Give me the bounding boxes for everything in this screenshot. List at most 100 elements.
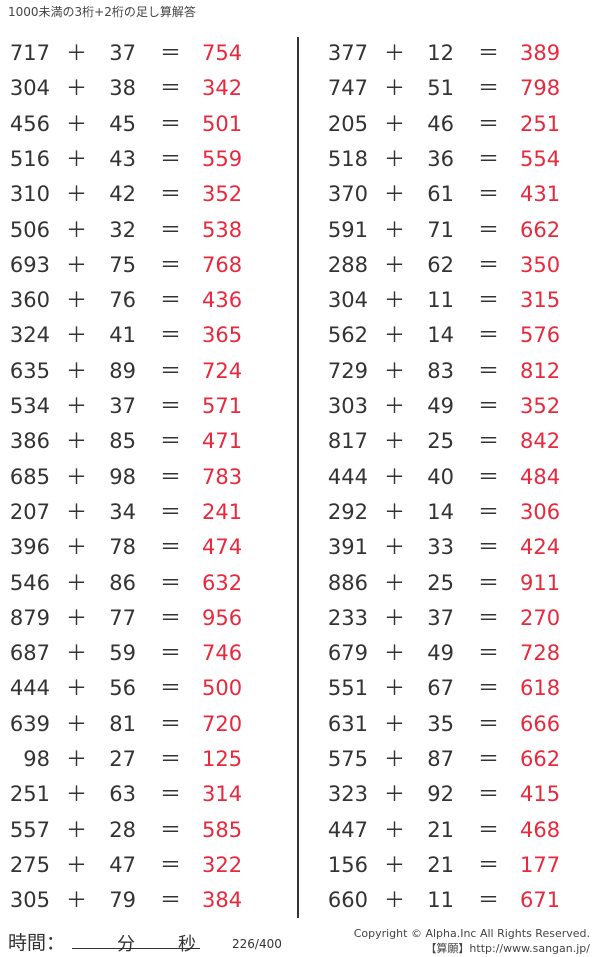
answer: 424 xyxy=(520,535,561,560)
operand-a: 391 xyxy=(327,535,368,560)
equals-sign: ＝ xyxy=(160,76,181,101)
operand-a: 156 xyxy=(327,852,368,877)
operand-a: 324 xyxy=(9,323,50,348)
operand-b: 35 xyxy=(427,711,454,736)
plus-sign: ＋ xyxy=(384,499,405,524)
operand-b: 38 xyxy=(109,76,136,101)
equals-sign: ＝ xyxy=(478,852,499,877)
answer: 384 xyxy=(202,888,243,913)
answer: 468 xyxy=(520,817,561,842)
answer: 241 xyxy=(202,499,243,524)
operand-a: 879 xyxy=(9,605,50,630)
operand-a: 518 xyxy=(327,146,368,171)
operand-b: 14 xyxy=(427,499,454,524)
answer: 315 xyxy=(520,288,561,313)
equals-sign: ＝ xyxy=(160,535,181,560)
plus-sign: ＋ xyxy=(384,852,405,877)
operand-a: 717 xyxy=(9,41,50,65)
copyright: Copyright © Alpha.Inc All Rights Reserve… xyxy=(354,926,590,956)
time-label: 時間： xyxy=(8,932,66,954)
equals-sign: ＝ xyxy=(478,358,499,383)
answer: 585 xyxy=(202,817,243,842)
equals-sign: ＝ xyxy=(478,111,499,136)
plus-sign: ＋ xyxy=(66,358,87,383)
plus-sign: ＋ xyxy=(66,711,87,736)
operand-a: 303 xyxy=(327,394,368,418)
plus-sign: ＋ xyxy=(66,111,87,136)
plus-sign: ＋ xyxy=(384,464,405,489)
operand-b: 12 xyxy=(427,41,454,65)
equals-sign: ＝ xyxy=(478,146,499,171)
answer: 177 xyxy=(520,852,561,877)
answer: 125 xyxy=(202,747,243,771)
plus-sign: ＋ xyxy=(384,711,405,736)
plus-sign: ＋ xyxy=(384,782,405,807)
plus-sign: ＋ xyxy=(66,429,87,454)
operand-b: 87 xyxy=(427,747,454,771)
equals-sign: ＝ xyxy=(160,146,181,171)
equals-sign: ＝ xyxy=(478,747,499,771)
equals-sign: ＝ xyxy=(160,41,181,65)
answer: 270 xyxy=(520,605,561,630)
operand-a: 98 xyxy=(23,747,50,771)
operand-b: 32 xyxy=(109,217,136,242)
equals-sign: ＝ xyxy=(478,323,499,348)
operand-b: 21 xyxy=(427,817,454,842)
plus-sign: ＋ xyxy=(384,217,405,242)
operand-b: 11 xyxy=(427,288,454,313)
plus-sign: ＋ xyxy=(66,817,87,842)
equals-sign: ＝ xyxy=(160,499,181,524)
equals-sign: ＝ xyxy=(478,429,499,454)
operand-b: 85 xyxy=(109,429,136,454)
operand-b: 83 xyxy=(427,358,454,383)
operand-a: 534 xyxy=(9,394,50,418)
operand-b: 67 xyxy=(427,676,454,701)
operand-a: 551 xyxy=(327,676,368,701)
operand-a: 444 xyxy=(327,464,368,489)
operand-a: 687 xyxy=(9,641,50,666)
answer: 662 xyxy=(520,747,561,771)
operand-a: 516 xyxy=(9,146,50,171)
answer: 812 xyxy=(520,358,561,383)
answer: 314 xyxy=(202,782,243,807)
operand-b: 11 xyxy=(427,888,454,913)
answer: 342 xyxy=(202,76,243,101)
operand-b: 56 xyxy=(109,676,136,701)
answer: 671 xyxy=(520,888,561,913)
page-title: 1000未満の3桁+2桁の足し算解答 xyxy=(8,5,196,19)
plus-sign: ＋ xyxy=(384,146,405,171)
answer: 768 xyxy=(202,252,243,277)
answer: 720 xyxy=(202,711,243,736)
operand-b: 81 xyxy=(109,711,136,736)
equals-sign: ＝ xyxy=(160,817,181,842)
operand-b: 62 xyxy=(427,252,454,277)
answer: 352 xyxy=(520,394,561,418)
minutes-label: 分 xyxy=(117,934,135,955)
operand-a: 447 xyxy=(327,817,368,842)
operand-b: 76 xyxy=(109,288,136,313)
equals-sign: ＝ xyxy=(478,676,499,701)
operand-a: 323 xyxy=(327,782,368,807)
equals-sign: ＝ xyxy=(160,288,181,313)
answer: 251 xyxy=(520,111,561,136)
plus-sign: ＋ xyxy=(66,182,87,207)
equals-sign: ＝ xyxy=(160,429,181,454)
answer: 471 xyxy=(202,429,243,454)
equals-sign: ＝ xyxy=(478,570,499,595)
operand-b: 37 xyxy=(109,394,136,418)
operand-b: 75 xyxy=(109,252,136,277)
plus-sign: ＋ xyxy=(384,288,405,313)
operand-b: 21 xyxy=(427,852,454,877)
plus-sign: ＋ xyxy=(66,252,87,277)
plus-sign: ＋ xyxy=(66,641,87,666)
answer: 559 xyxy=(202,146,243,171)
operand-a: 444 xyxy=(9,676,50,701)
operand-a: 729 xyxy=(327,358,368,383)
plus-sign: ＋ xyxy=(384,676,405,701)
equals-sign: ＝ xyxy=(160,888,181,913)
answer: 322 xyxy=(202,852,243,877)
operand-b: 47 xyxy=(109,852,136,877)
copyright-text: Copyright © Alpha.Inc All Rights Reserve… xyxy=(353,927,590,940)
operand-a: 679 xyxy=(327,641,368,666)
operand-b: 14 xyxy=(427,323,454,348)
